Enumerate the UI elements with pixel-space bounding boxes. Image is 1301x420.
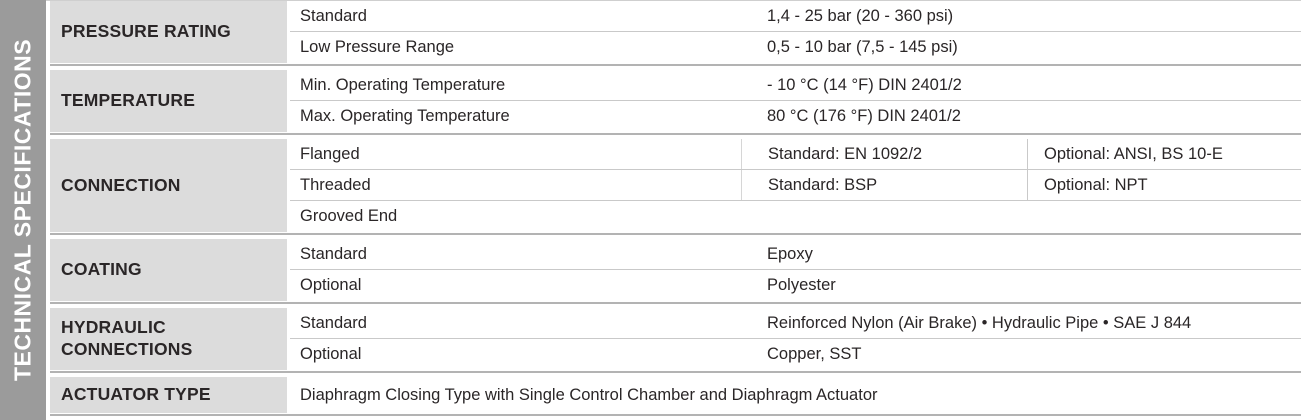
row-value: Epoxy (767, 244, 813, 263)
row-label: Standard (300, 244, 367, 263)
spec-rows: Diaphragm Closing Type with Single Contr… (290, 377, 1301, 413)
row-label: Low Pressure Range (300, 38, 455, 56)
spec-group: TEMPERATURE Min. Operating Temperature - 1… (50, 70, 1301, 135)
table-row: Standard 1,4 - 25 bar (20 - 360 psi) (290, 1, 1301, 32)
row-value: Polyester (767, 276, 836, 294)
row-value: Reinforced Nylon (Air Brake) • Hydraulic… (767, 313, 1192, 332)
spec-rows: Min. Operating Temperature - 10 °C (14 °F… (290, 70, 1301, 132)
table-row: Standard Reinforced Nylon (Air Brake) • H… (290, 308, 1301, 339)
row-value: 0,5 - 10 bar (7,5 - 145 psi) (767, 38, 958, 56)
spec-group: HYDRAULIC CONNECTIONS Standard Reinforced … (50, 308, 1301, 373)
row-label: Diaphragm Closing Type with Single Contr… (300, 385, 878, 404)
spec-group: PRESSURE RATING Standard 1,4 - 25 bar (20 … (50, 1, 1301, 66)
spec-groups: PRESSURE RATING Standard 1,4 - 25 bar (20 … (46, 0, 1301, 420)
row-value: 80 °C (176 °F) DIN 2401/2 (767, 107, 961, 125)
row-label: Optional (300, 276, 362, 294)
table-row: Optional Polyester (290, 270, 1301, 301)
table-row: Threaded Standard: BSP Optional: NPT (290, 170, 1301, 201)
row-label: Flanged (300, 144, 360, 163)
table-row: Optional Copper, SST (290, 339, 1301, 370)
row-value: Standard: EN 1092/2 (741, 139, 1027, 169)
table-row: Min. Operating Temperature - 10 °C (14 °F… (290, 70, 1301, 101)
table-row: Flanged Standard: EN 1092/2 Optional: ANSI… (290, 139, 1301, 170)
category-label: HYDRAULIC CONNECTIONS (50, 308, 287, 370)
row-label: Standard (300, 6, 367, 25)
spec-rows: Standard Reinforced Nylon (Air Brake) • H… (290, 308, 1301, 370)
category-label: TEMPERATURE (50, 70, 287, 132)
row-value-optional: Optional: NPT (1027, 170, 1301, 200)
spec-group: CONNECTION Flanged Standard: EN 1092/2 Opti… (50, 139, 1301, 235)
spec-rows: Standard 1,4 - 25 bar (20 - 360 psi) Low P… (290, 1, 1301, 63)
row-value-optional: Optional: ANSI, BS 10-E (1027, 139, 1301, 169)
spec-group: ACTUATOR TYPE Diaphragm Closing Type with… (50, 377, 1301, 416)
row-value: Copper, SST (767, 345, 862, 363)
sidebar-title: TECHNICAL SPECIFICATIONS (9, 38, 36, 382)
category-label: CONNECTION (50, 139, 287, 232)
row-value: Standard: BSP (741, 170, 1027, 200)
spec-group: COATING Standard Epoxy Optional Polyester (50, 239, 1301, 304)
table-row: Grooved End (290, 201, 1301, 232)
row-value: - 10 °C (14 °F) DIN 2401/2 (767, 75, 962, 94)
sidebar: TECHNICAL SPECIFICATIONS (0, 0, 46, 420)
row-value: 1,4 - 25 bar (20 - 360 psi) (767, 6, 954, 25)
spec-rows: Standard Epoxy Optional Polyester (290, 239, 1301, 301)
category-label: PRESSURE RATING (50, 1, 287, 63)
table-row: Low Pressure Range 0,5 - 10 bar (7,5 - 14… (290, 32, 1301, 63)
row-label: Optional (300, 345, 362, 363)
row-label: Min. Operating Temperature (300, 75, 506, 94)
row-label: Threaded (300, 175, 371, 194)
row-label: Max. Operating Temperature (300, 107, 510, 125)
spec-rows: Flanged Standard: EN 1092/2 Optional: ANSI… (290, 139, 1301, 232)
category-label: COATING (50, 239, 287, 301)
table-row: Max. Operating Temperature 80 °C (176 °F)… (290, 101, 1301, 132)
category-label: ACTUATOR TYPE (50, 377, 287, 413)
table-row: Diaphragm Closing Type with Single Contr… (290, 377, 1301, 413)
row-label: Standard (300, 313, 367, 332)
row-label: Grooved End (300, 207, 398, 225)
table-row: Standard Epoxy (290, 239, 1301, 270)
